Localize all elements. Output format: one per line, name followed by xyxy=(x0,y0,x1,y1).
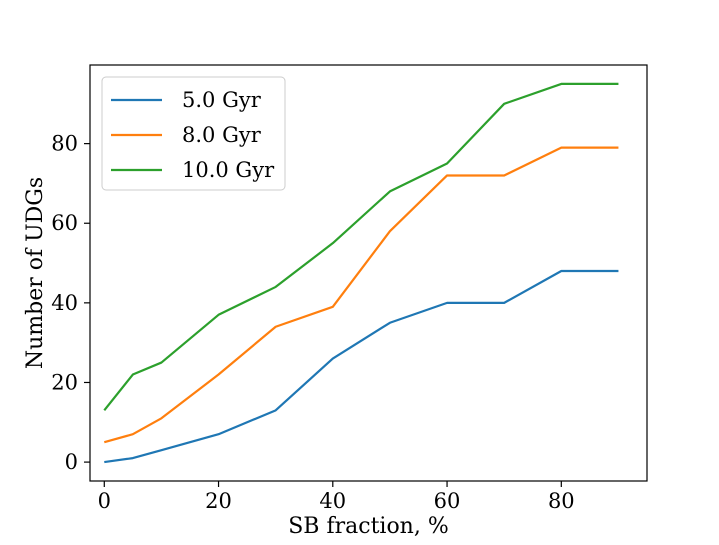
series-line-0 xyxy=(104,269,619,464)
y-tick-label: 60 xyxy=(51,211,78,235)
x-tick-label: 40 xyxy=(319,489,346,513)
series-lines xyxy=(103,82,619,464)
series-line-2 xyxy=(103,82,619,412)
y-axis-label: Number of UDGs xyxy=(23,177,48,369)
x-tick-label: 20 xyxy=(205,489,232,513)
legend: 5.0 Gyr 8.0 Gyr 10.0 Gyr xyxy=(101,76,286,191)
legend-box xyxy=(101,76,286,191)
x-axis-ticks: 0 20 40 60 80 xyxy=(98,481,575,513)
x-tick-label: 80 xyxy=(548,489,575,513)
legend-label-1: 8.0 Gyr xyxy=(182,123,262,147)
y-tick-label: 0 xyxy=(65,450,78,474)
series-line-1 xyxy=(103,146,619,444)
x-tick-label: 0 xyxy=(98,489,111,513)
x-tick-label: 60 xyxy=(434,489,461,513)
y-tick-label: 80 xyxy=(51,132,78,156)
legend-label-2: 10.0 Gyr xyxy=(182,158,275,182)
plot-frame xyxy=(89,64,648,482)
y-axis-ticks: 0 20 40 60 80 xyxy=(51,132,90,474)
y-tick-label: 20 xyxy=(51,370,78,394)
y-tick-label: 40 xyxy=(51,291,78,315)
legend-label-0: 5.0 Gyr xyxy=(182,88,262,112)
x-axis-label: SB fraction, % xyxy=(288,514,449,539)
